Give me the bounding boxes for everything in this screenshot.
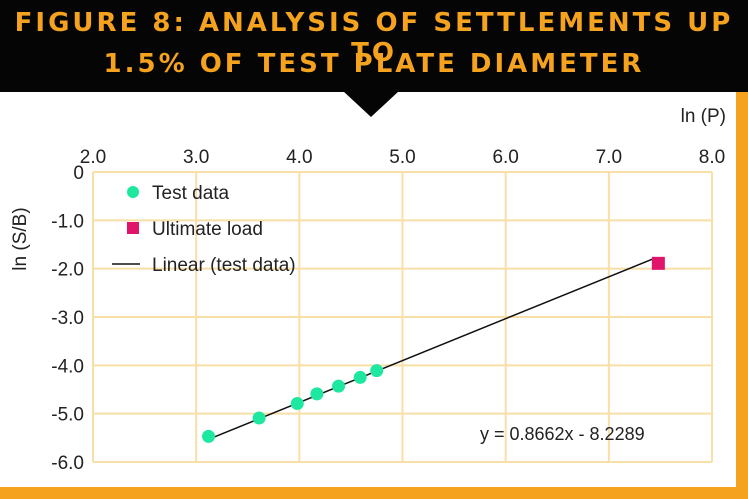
test-data-point xyxy=(370,364,384,378)
grid xyxy=(92,171,713,463)
banner-pointer xyxy=(343,91,399,117)
x-tick-label: 6.0 xyxy=(492,147,518,168)
frame-bottom-border xyxy=(0,487,748,499)
y-tick-label: 0 xyxy=(73,163,84,184)
trend-line xyxy=(208,256,657,440)
legend-square-swatch xyxy=(127,222,139,234)
x-axis-label: ln (P) xyxy=(680,106,726,127)
annotations: y = 0.8662x - 8.2289 xyxy=(480,424,645,444)
y-tick-label: -1.0 xyxy=(51,211,84,232)
legend: Test data Ultimate load Linear (test data) xyxy=(112,183,296,276)
x-tick-label: 5.0 xyxy=(389,147,415,168)
legend-circle-swatch xyxy=(127,186,139,198)
title-banner: FIGURE 8: ANALYSIS OF SETTLEMENTS UP TO … xyxy=(0,0,748,92)
test-data-point xyxy=(353,370,367,384)
tick-labels: 2.0 3.0 4.0 5.0 6.0 7.0 8.0 0 -1.0 -2.0 -3.0 -4.0 -5… xyxy=(51,147,725,474)
x-tick-label: 7.0 xyxy=(596,147,622,168)
test-data-point xyxy=(290,397,304,411)
test-data-point xyxy=(202,429,216,443)
test-data-point xyxy=(310,387,324,401)
legend-label: Test data xyxy=(152,183,230,204)
chart-title-line-1: FIGURE 8: ANALYSIS OF SETTLEMENTS UP TO xyxy=(14,8,734,68)
x-tick-label: 4.0 xyxy=(286,147,312,168)
y-tick-label: -5.0 xyxy=(51,405,84,426)
y-tick-label: -3.0 xyxy=(51,308,84,329)
trendline-equation: y = 0.8662x - 8.2289 xyxy=(480,424,645,444)
legend-label: Linear (test data) xyxy=(152,255,296,276)
x-tick-label: 3.0 xyxy=(183,147,209,168)
trend-line-layer xyxy=(208,256,657,440)
frame-right-border xyxy=(736,92,748,499)
x-tick-label: 8.0 xyxy=(699,147,725,168)
legend-label: Ultimate load xyxy=(152,219,263,240)
y-tick-label: -2.0 xyxy=(51,260,84,281)
y-tick-label: -4.0 xyxy=(51,356,84,377)
ultimate-load-point xyxy=(651,256,665,270)
x-tick-label: 2.0 xyxy=(80,147,106,168)
chart-title-line-2: 1.5% OF TEST PLATE DIAMETER xyxy=(103,49,645,79)
test-data-point xyxy=(332,379,346,393)
y-tick-label: -6.0 xyxy=(51,453,84,474)
test-data-point xyxy=(252,411,266,425)
data-points xyxy=(202,256,665,443)
